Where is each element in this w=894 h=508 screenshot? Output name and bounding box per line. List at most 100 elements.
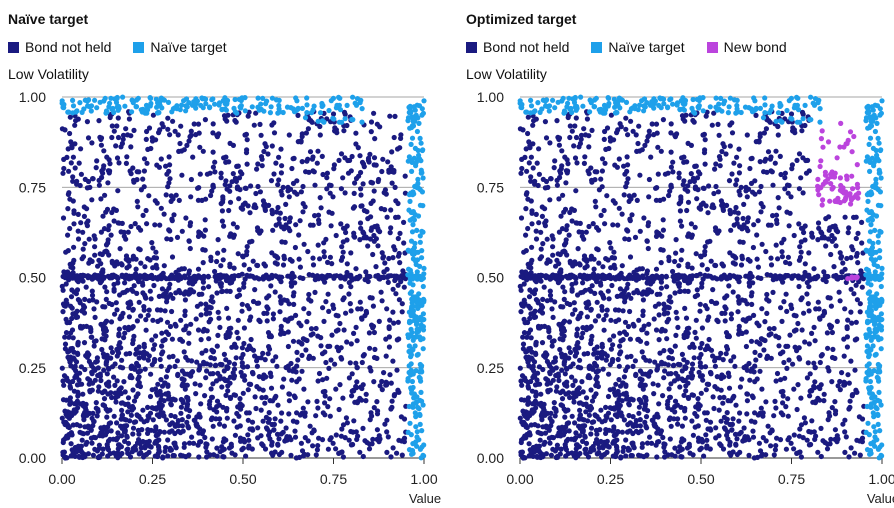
point-naive-target <box>416 103 423 109</box>
point-bond-not-held <box>338 186 344 192</box>
point-bond-not-held <box>130 340 136 347</box>
point-bond-not-held <box>103 333 109 339</box>
point-bond-not-held <box>689 373 696 379</box>
point-naive-target <box>184 103 190 109</box>
point-bond-not-held <box>75 276 81 282</box>
point-bond-not-held <box>756 323 762 329</box>
point-bond-not-held <box>387 113 393 119</box>
point-bond-not-held <box>178 404 184 410</box>
point-bond-not-held <box>380 156 386 162</box>
point-naive-target <box>156 110 162 116</box>
point-naive-target <box>310 107 316 113</box>
point-bond-not-held <box>212 268 218 275</box>
point-bond-not-held <box>255 425 261 431</box>
point-bond-not-held <box>538 254 545 260</box>
point-bond-not-held <box>676 170 682 176</box>
point-bond-not-held <box>337 320 343 327</box>
point-bond-not-held <box>525 395 531 401</box>
point-bond-not-held <box>125 451 131 457</box>
point-bond-not-held <box>390 255 396 261</box>
point-bond-not-held <box>539 414 545 420</box>
point-bond-not-held <box>81 213 87 219</box>
point-bond-not-held <box>691 178 697 184</box>
point-bond-not-held <box>699 280 705 286</box>
point-bond-not-held <box>531 368 537 374</box>
point-bond-not-held <box>272 260 278 266</box>
point-naive-target <box>359 106 365 112</box>
point-bond-not-held <box>806 284 812 290</box>
point-bond-not-held <box>297 264 303 270</box>
point-bond-not-held <box>122 330 128 336</box>
point-bond-not-held <box>764 291 770 298</box>
point-bond-not-held <box>560 284 566 290</box>
point-bond-not-held <box>67 261 73 267</box>
point-bond-not-held <box>200 328 206 334</box>
point-bond-not-held <box>586 286 592 293</box>
point-bond-not-held <box>376 318 382 324</box>
point-bond-not-held <box>374 223 380 229</box>
point-bond-not-held <box>122 401 128 407</box>
point-bond-not-held <box>124 274 130 280</box>
point-bond-not-held <box>809 418 815 424</box>
point-bond-not-held <box>65 146 71 152</box>
point-naive-target <box>409 311 416 317</box>
point-bond-not-held <box>101 274 107 280</box>
point-naive-target <box>418 140 424 146</box>
point-bond-not-held <box>692 224 698 230</box>
point-bond-not-held <box>154 453 161 460</box>
point-bond-not-held <box>736 331 742 337</box>
point-bond-not-held <box>634 148 640 154</box>
point-bond-not-held <box>759 386 765 392</box>
point-bond-not-held <box>204 368 210 374</box>
point-bond-not-held <box>237 187 243 193</box>
point-bond-not-held <box>235 317 241 323</box>
point-bond-not-held <box>183 215 189 221</box>
point-bond-not-held <box>644 280 650 286</box>
point-bond-not-held <box>300 201 306 207</box>
point-bond-not-held <box>806 308 812 314</box>
point-bond-not-held <box>781 236 787 242</box>
point-bond-not-held <box>306 310 312 316</box>
point-bond-not-held <box>262 201 268 207</box>
point-bond-not-held <box>727 442 733 448</box>
point-bond-not-held <box>210 164 216 170</box>
point-bond-not-held <box>591 266 597 272</box>
point-naive-target <box>302 115 309 121</box>
point-bond-not-held <box>384 306 390 312</box>
point-bond-not-held <box>198 337 204 343</box>
point-bond-not-held <box>292 189 298 195</box>
point-naive-target <box>414 184 420 191</box>
point-bond-not-held <box>353 383 359 390</box>
point-bond-not-held <box>271 171 277 177</box>
point-naive-target <box>409 229 416 235</box>
point-bond-not-held <box>129 375 135 381</box>
point-bond-not-held <box>100 446 106 452</box>
point-bond-not-held <box>589 419 595 425</box>
point-bond-not-held <box>84 354 90 360</box>
point-bond-not-held <box>757 368 763 374</box>
point-naive-target <box>405 115 412 121</box>
point-bond-not-held <box>768 262 775 268</box>
point-bond-not-held <box>383 353 389 359</box>
point-bond-not-held <box>310 222 316 228</box>
point-bond-not-held <box>198 312 204 318</box>
point-bond-not-held <box>734 451 740 458</box>
point-bond-not-held <box>176 287 182 294</box>
point-bond-not-held <box>326 365 332 371</box>
point-bond-not-held <box>607 337 613 343</box>
point-bond-not-held <box>223 159 229 165</box>
point-bond-not-held <box>528 355 535 361</box>
point-bond-not-held <box>639 377 645 383</box>
point-naive-target <box>410 337 416 343</box>
point-naive-target <box>406 343 412 349</box>
point-naive-target <box>267 110 273 116</box>
point-bond-not-held <box>592 413 599 419</box>
point-bond-not-held <box>699 284 705 290</box>
point-bond-not-held <box>696 369 702 375</box>
point-bond-not-held <box>698 445 704 451</box>
point-naive-target <box>411 317 418 324</box>
point-bond-not-held <box>547 288 553 294</box>
point-bond-not-held <box>376 439 382 445</box>
point-bond-not-held <box>61 269 67 275</box>
point-naive-target <box>406 192 412 198</box>
